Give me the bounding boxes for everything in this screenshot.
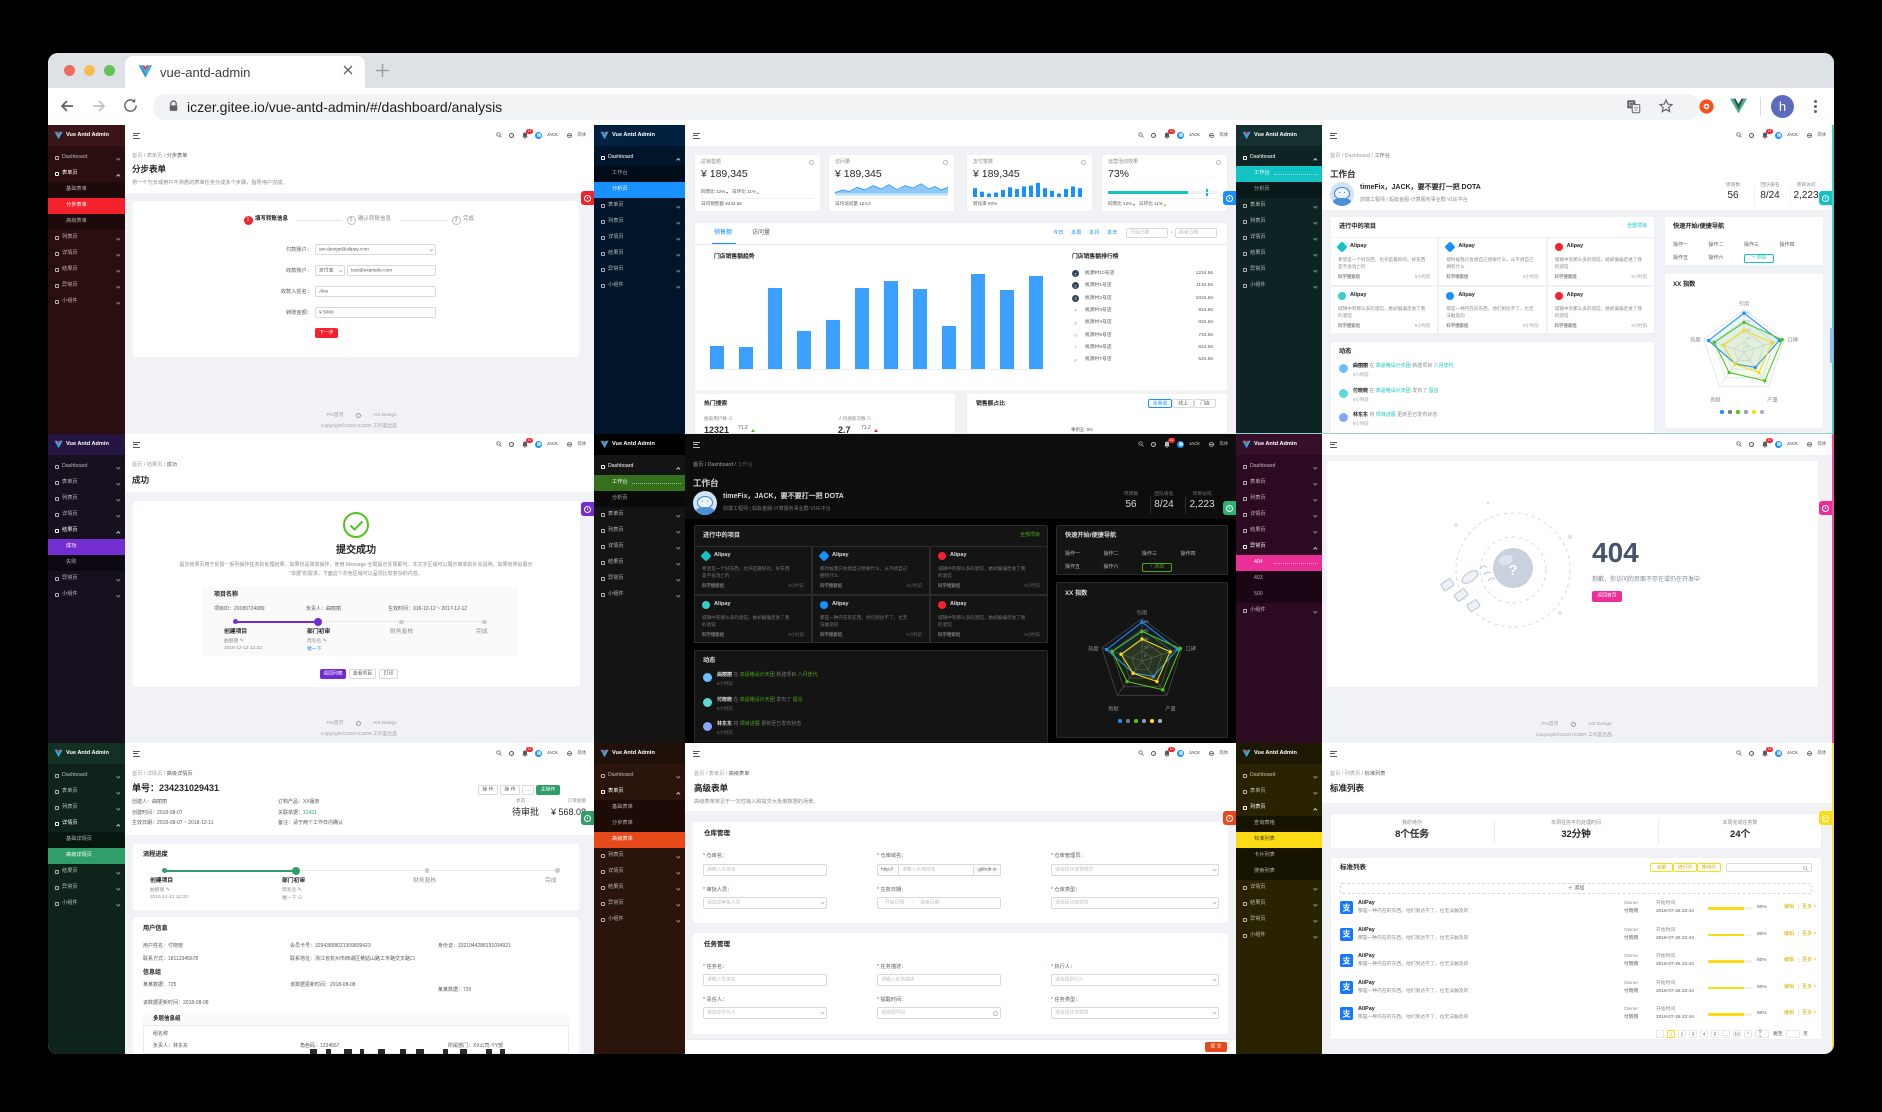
svg-text:60: 60 — [1746, 318, 1751, 323]
svg-text:贡献: 贡献 — [1108, 705, 1119, 713]
svg-text:产量: 产量 — [1165, 705, 1176, 713]
svg-text:80: 80 — [1144, 619, 1149, 624]
svg-text:热度: 热度 — [1088, 644, 1099, 652]
svg-text:40: 40 — [1144, 636, 1149, 641]
svg-text:文: 文 — [1633, 105, 1639, 113]
svg-text:热度: 热度 — [1690, 335, 1701, 343]
svg-text:0: 0 — [1144, 653, 1147, 658]
svg-text:产量: 产量 — [1767, 396, 1778, 404]
svg-text:引用: 引用 — [1739, 299, 1750, 307]
svg-text:20: 20 — [1746, 335, 1751, 340]
svg-text:80: 80 — [1746, 310, 1751, 315]
svg-text:G: G — [1629, 102, 1634, 109]
svg-text:20: 20 — [1144, 644, 1149, 649]
svg-text:贡献: 贡献 — [1710, 396, 1721, 404]
svg-text:0: 0 — [1746, 344, 1749, 349]
svg-text:60: 60 — [1144, 627, 1149, 632]
svg-text:40: 40 — [1746, 327, 1751, 332]
svg-text:引用: 引用 — [1137, 608, 1148, 616]
svg-text:口碑: 口碑 — [1185, 644, 1196, 652]
svg-text:口碑: 口碑 — [1787, 335, 1798, 343]
svg-text:?: ? — [1508, 562, 1517, 579]
